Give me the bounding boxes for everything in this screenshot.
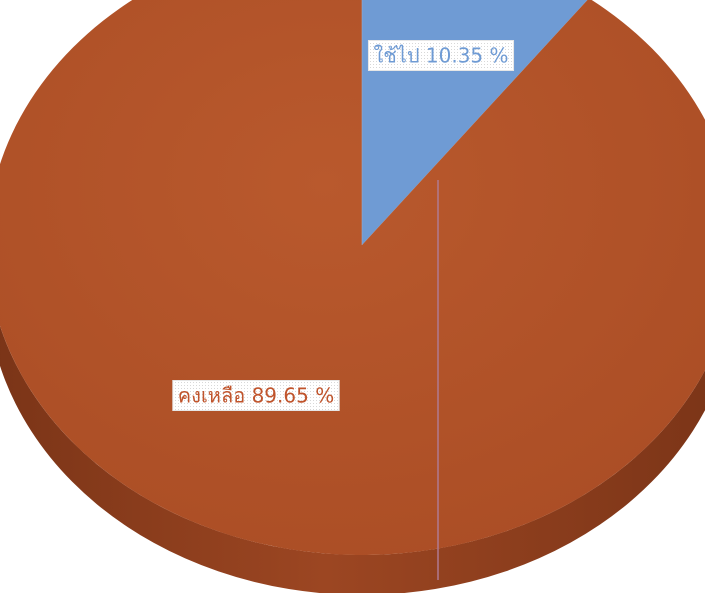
data-label-text: คงเหลือ 89.65 % <box>178 384 334 408</box>
data-label-box <box>367 40 515 71</box>
pie-side-wall <box>0 325 705 595</box>
pie-side-layer <box>0 325 705 595</box>
data-label-box <box>172 380 340 411</box>
pie-slice-remaining <box>0 0 705 555</box>
data-label-used: ใช้ไป 10.35 % <box>367 40 515 71</box>
data-label-remaining: คงเหลือ 89.65 % <box>172 380 340 411</box>
pie-labels-layer: ใช้ไป 10.35 % คงเหลือ 89.65 % <box>172 40 515 411</box>
data-label-text: ใช้ไป 10.35 % <box>373 44 508 68</box>
